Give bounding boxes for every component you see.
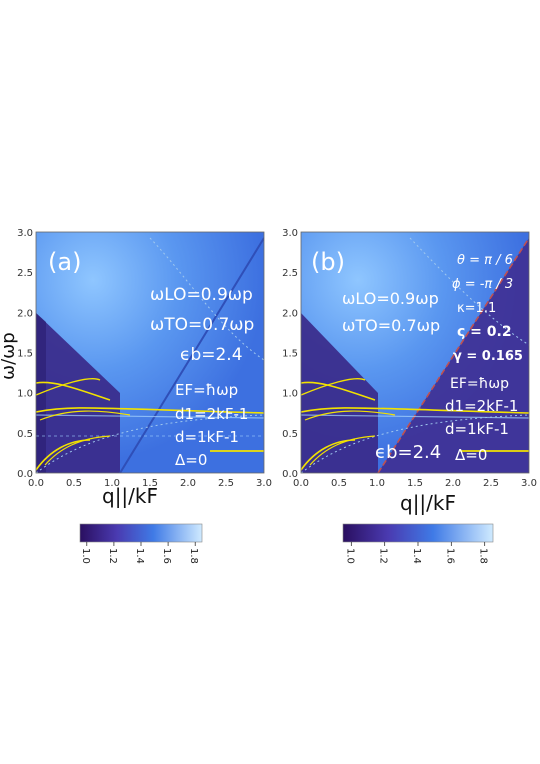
panel-b-x-tick: 2.5	[483, 478, 499, 489]
colorbar-b-tick-label: 1.2	[378, 548, 389, 564]
panel-a-ann-3: EF=ħωp	[175, 381, 238, 399]
panel-a: (a) ωLO=0.9ωp ωTO=0.7ωp ϵb=2.4 EF=ħωp d1…	[0, 228, 272, 508]
panel-a-ann-1: ωTO=0.7ωp	[150, 315, 254, 335]
panel-a-y-ticks: 0.0 0.5 1.0 1.5 2.0 2.5 3.0	[17, 228, 33, 480]
colorbar-b-tick-label: 1.6	[444, 548, 455, 564]
panel-b-ann-7: EF=ħωp	[450, 376, 509, 392]
colorbar-a-tick-label: 1.4	[134, 548, 145, 564]
panel-b-ann-2: κ=1.1	[457, 301, 496, 316]
panel-a-ann-2: ϵb=2.4	[180, 345, 243, 365]
panel-a-xlabel: q||/kF	[102, 484, 158, 508]
panel-a-heatmap	[36, 232, 264, 473]
colorbar-b: 1.0 1.2 1.4 1.6 1.8	[342, 523, 494, 564]
panel-b-heatmap	[301, 232, 529, 473]
panel-a-x-tick: 1.0	[104, 478, 120, 489]
panel-b-label: (b)	[311, 248, 345, 276]
panel-b-ann-0: θ = π / 6	[457, 253, 513, 268]
panel-a-y-tick: 0.0	[17, 469, 33, 480]
panel-a-y-tick: 1.5	[17, 349, 33, 360]
panel-a-ann-5: d=1kF-1	[175, 428, 239, 446]
panel-b-y-tick: 1.5	[282, 349, 298, 360]
panel-b-ann-5: ωLO=0.9ωp	[342, 289, 439, 308]
panel-a-ann-6: Δ=0	[175, 451, 207, 469]
colorbar-a-tick-label: 1.2	[107, 548, 118, 564]
panel-a-x-tick: 0.5	[66, 478, 82, 489]
panel-b-ann-6: ωTO=0.7ωp	[342, 316, 440, 335]
panel-b-xlabel: q||/kF	[400, 491, 456, 515]
panel-a-label: (a)	[48, 248, 81, 276]
panel-b-x-tick: 3.0	[521, 478, 537, 489]
panel-b-y-tick: 3.0	[282, 228, 298, 239]
panel-a-y-tick: 1.0	[17, 389, 33, 400]
panel-b-ann-1: ϕ = -π / 3	[452, 277, 513, 292]
panel-b-ann-3: ς = 0.2	[457, 324, 512, 340]
panel-b-ann-10: ϵb=2.4	[375, 442, 441, 463]
colorbar-b-tick-label: 1.0	[344, 548, 355, 564]
panel-a-x-tick: 2.0	[180, 478, 196, 489]
panel-a-ann-0: ωLO=0.9ωp	[150, 285, 253, 305]
panel-a-y-tick: 2.5	[17, 268, 33, 279]
panel-a-y-tick: 3.0	[17, 228, 33, 239]
panel-b-ann-4: γ = 0.165	[453, 349, 523, 364]
panel-b-y-tick: 1.0	[282, 389, 298, 400]
panel-b-y-tick: 2.5	[282, 268, 298, 279]
panel-b-x-tick: 0.0	[293, 478, 309, 489]
panel-b-x-tick: 1.0	[369, 478, 385, 489]
panel-a-x-tick: 0.0	[28, 478, 44, 489]
colorbar-a-tick-label: 1.6	[161, 548, 172, 564]
panel-b-y-tick: 2.0	[282, 308, 298, 319]
panel-b: (b) θ = π / 6 ϕ = -π / 3 κ=1.1 ς = 0.2 γ…	[282, 228, 537, 515]
panel-b-y-tick: 0.0	[282, 469, 298, 480]
panel-a-y-tick: 0.5	[17, 429, 33, 440]
panel-a-x-tick: 3.0	[256, 478, 272, 489]
panel-b-x-ticks: 0.0 0.5 1.0 1.5 2.0 2.5 3.0	[293, 478, 537, 489]
colorbar-a-tick-label: 1.0	[80, 548, 91, 564]
panel-a-x-tick: 2.5	[218, 478, 234, 489]
colorbar-a-tick-label: 1.8	[188, 548, 199, 564]
panel-a-ann-4: d1=2kF-1	[175, 405, 248, 423]
panel-b-x-tick: 1.5	[407, 478, 423, 489]
panel-a-x-tick: 1.5	[142, 478, 158, 489]
colorbar-b-tick-label: 1.4	[411, 548, 422, 564]
colorbar-b-tick-label: 1.8	[478, 548, 489, 564]
panel-b-ann-9: d=1kF-1	[445, 420, 509, 438]
panel-b-y-tick: 0.5	[282, 429, 298, 440]
colorbar-a: 1.0 1.2 1.4 1.6 1.8	[79, 523, 203, 564]
panel-b-ann-8: d1=2kF-1	[445, 397, 518, 415]
panel-a-ylabel: ω/ωp	[0, 332, 19, 380]
panel-b-ann-11: Δ=0	[455, 446, 487, 464]
panel-b-x-tick: 0.5	[331, 478, 347, 489]
panel-a-y-tick: 2.0	[17, 308, 33, 319]
panel-b-y-ticks: 0.0 0.5 1.0 1.5 2.0 2.5 3.0	[282, 228, 298, 480]
panel-a-x-ticks: 0.0 0.5 1.0 1.5 2.0 2.5 3.0	[28, 478, 272, 489]
panel-b-x-tick: 2.0	[445, 478, 461, 489]
